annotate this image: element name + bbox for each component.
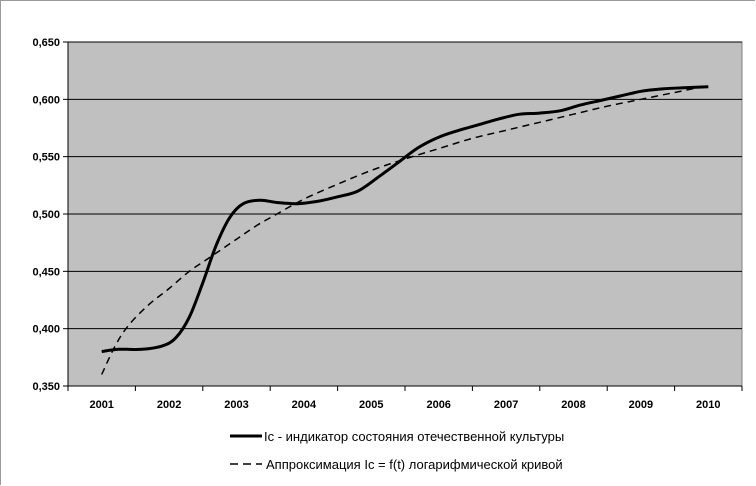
- series-line-indicator: [101, 85, 709, 354]
- legend-label-series-2: Аппроксимация Ic = f(t) логарифмической …: [266, 457, 563, 472]
- y-tick-label: 0,450: [32, 266, 60, 278]
- y-tick-label: 0,650: [32, 37, 60, 49]
- x-tick-label: 2009: [629, 399, 653, 411]
- legend: Ic - индикатор состояния отечественной к…: [230, 429, 564, 472]
- x-tick-label: 2006: [426, 399, 450, 411]
- x-tick-label: 2010: [696, 399, 720, 411]
- y-tick-label: 0,550: [32, 152, 60, 164]
- y-tick-label: 0,600: [32, 94, 60, 106]
- legend-label-series-1: Ic - индикатор состояния отечественной к…: [264, 429, 564, 444]
- x-tick-label: 2005: [359, 399, 383, 411]
- x-tick-labels: 2001 2002 2003 2004 2005 2006 2007 2008 2009 2010: [89, 399, 720, 411]
- y-tick-labels: 0,350 0,400 0,450 0,500 0,550 0,600 0,650: [32, 37, 60, 393]
- series-lines: [101, 84, 709, 375]
- x-tick-label: 2007: [494, 399, 518, 411]
- y-tick-label: 0,400: [32, 324, 60, 336]
- x-tick-marks: [67, 386, 743, 391]
- x-tick-label: 2003: [224, 399, 248, 411]
- series-line-approximation: [101, 84, 709, 375]
- x-tick-label: 2004: [292, 399, 317, 411]
- x-tick-label: 2001: [89, 399, 113, 411]
- x-tick-label: 2002: [157, 399, 181, 411]
- x-tick-label: 2008: [561, 399, 585, 411]
- y-tick-label: 0,500: [32, 209, 60, 221]
- y-tick-label: 0,350: [32, 381, 60, 393]
